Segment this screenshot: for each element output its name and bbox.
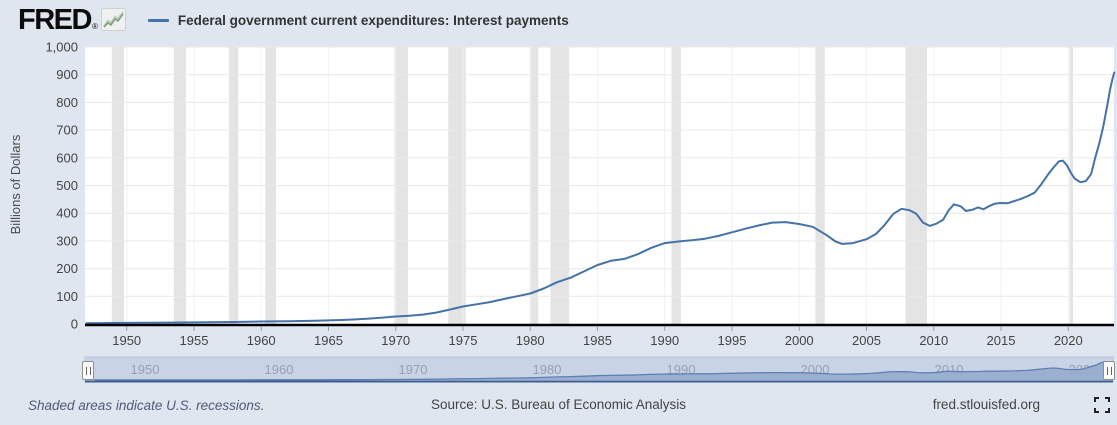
chart-header: FRED ® Federal government current expend… (18, 4, 569, 36)
fred-logo[interactable]: FRED ® (18, 5, 126, 35)
fred-logo-text: FRED (18, 4, 92, 36)
fullscreen-button[interactable] (1094, 397, 1110, 413)
slider-decade-label: 1970 (399, 362, 428, 377)
legend-line-swatch (147, 18, 169, 22)
fred-logo-chart-icon (100, 8, 126, 31)
slider-handle-left[interactable] (82, 361, 94, 380)
y-tick-label: 0 (71, 317, 78, 332)
slider-handle-right[interactable] (1103, 361, 1115, 380)
x-tick-label: 1965 (314, 333, 343, 348)
site-link[interactable]: fred.stlouisfed.org (932, 397, 1040, 412)
slider-area-line (94, 360, 1106, 381)
x-tick-label: 1960 (247, 333, 276, 348)
y-tick-label: 900 (56, 67, 78, 82)
chart-footer: Shaded areas indicate U.S. recessions. S… (0, 391, 1117, 425)
x-tick-label: 2005 (852, 333, 881, 348)
series-line (85, 71, 1116, 325)
chart-legend: Federal government current expenditures:… (147, 12, 569, 28)
x-tick-label: 1975 (449, 333, 478, 348)
x-tick-label: 2010 (919, 333, 948, 348)
slider-decade-label: 1990 (667, 362, 696, 377)
x-tick-label: 2015 (987, 333, 1016, 348)
slider-handle-grip-icon (1106, 366, 1112, 375)
registered-trademark-symbol: ® (91, 22, 98, 31)
source-link[interactable]: Source: U.S. Bureau of Economic Analysis (430, 397, 687, 412)
legend-series-label: Federal government current expenditures:… (177, 12, 569, 28)
y-axis-title: Billions of Dollars (8, 134, 23, 235)
x-tick-label: 1990 (650, 333, 679, 348)
slider-handle-grip-icon (85, 366, 91, 375)
y-tick-label: 1,000 (45, 40, 78, 55)
y-tick-label: 100 (56, 289, 78, 304)
x-tick-label: 1955 (180, 333, 209, 348)
x-tick-label: 1995 (718, 333, 747, 348)
x-tick-label: 1985 (583, 333, 612, 348)
slider-decade-label: 1960 (265, 362, 294, 377)
fullscreen-icon (1094, 397, 1110, 413)
y-tick-label: 500 (56, 178, 78, 193)
x-tick-label: 1970 (381, 333, 410, 348)
x-tick-label: 2020 (1054, 333, 1083, 348)
x-tick-label: 1980 (516, 333, 545, 348)
y-tick-label: 700 (56, 123, 78, 138)
slider-decade-label: 1950 (131, 362, 160, 377)
y-tick-label: 800 (56, 95, 78, 110)
y-tick-label: 400 (56, 206, 78, 221)
y-tick-label: 300 (56, 233, 78, 248)
y-tick-label: 600 (56, 150, 78, 165)
y-tick-label: 200 (56, 261, 78, 276)
x-tick-label: 2000 (785, 333, 814, 348)
slider-decade-label: 1980 (533, 362, 562, 377)
recession-note: Shaded areas indicate U.S. recessions. (28, 398, 265, 413)
x-tick-label: 1950 (112, 333, 141, 348)
slider-area (93, 361, 1106, 380)
